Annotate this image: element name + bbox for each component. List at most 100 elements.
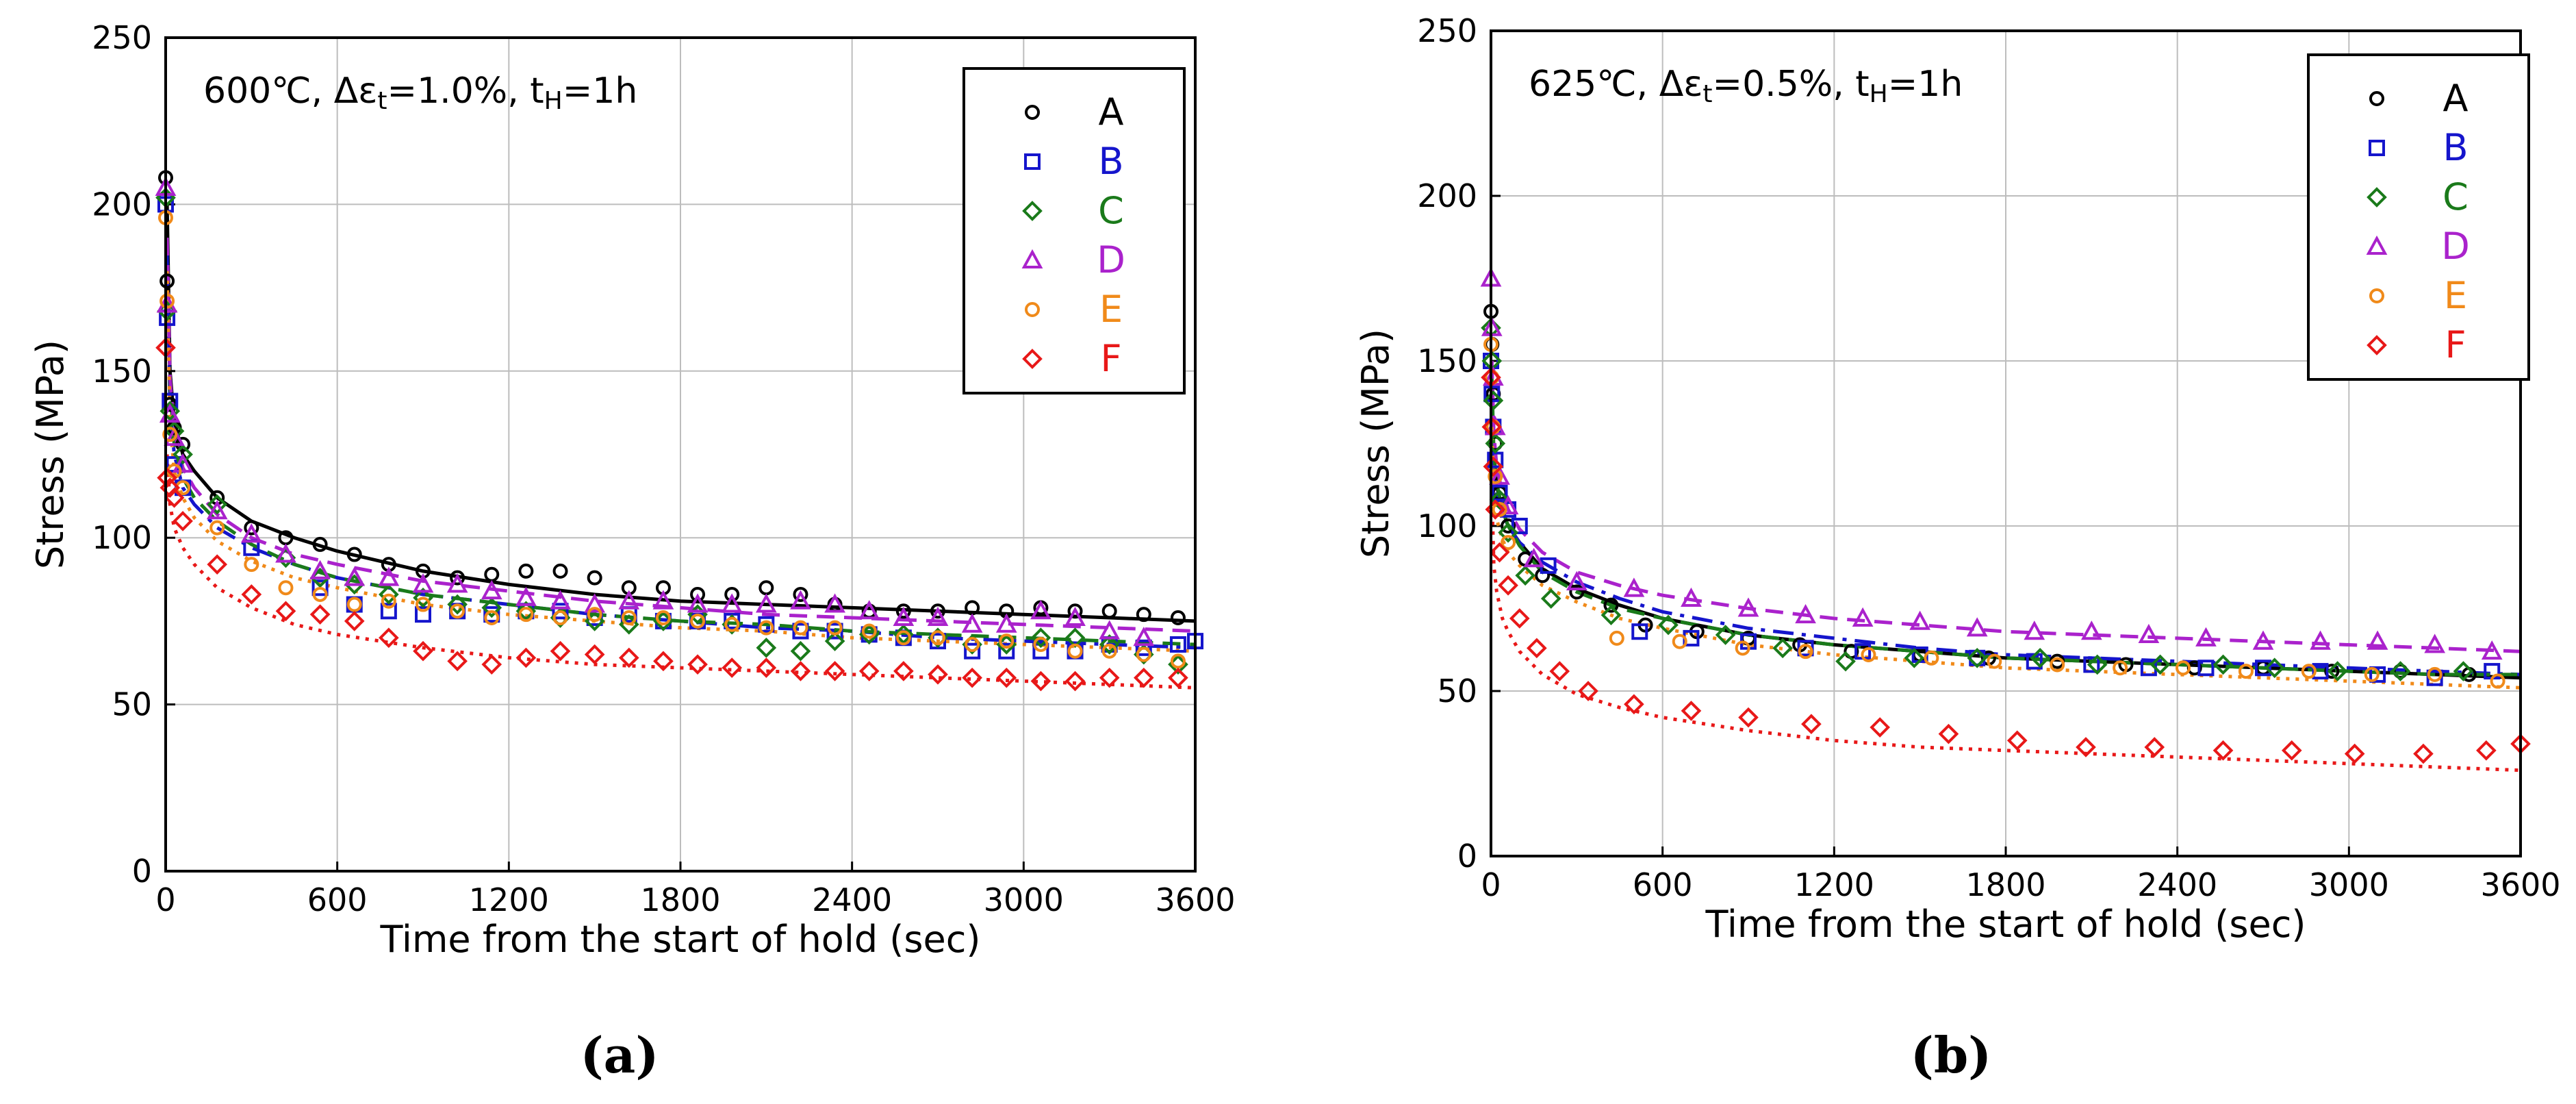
x-axis-label: Time from the start of hold (sec)	[1705, 903, 2306, 946]
data-point-A	[484, 566, 500, 582]
data-point-E	[758, 620, 774, 636]
data-point-E	[346, 597, 362, 612]
y-tick-label: 250	[1417, 12, 1477, 49]
data-point-D	[2424, 633, 2446, 653]
data-point-E	[552, 610, 568, 626]
y-axis-label: Stress (MPa)	[29, 340, 72, 569]
data-point-D	[1099, 620, 1121, 640]
data-point-F	[653, 651, 674, 672]
data-point-C	[756, 638, 777, 658]
legend-label-F: F	[2445, 323, 2466, 366]
data-point-E	[1609, 630, 1624, 646]
data-point-E	[162, 427, 178, 442]
data-point-C	[824, 631, 845, 651]
data-point-F	[2212, 740, 2234, 761]
data-point-F	[1549, 661, 1570, 681]
data-point-D	[755, 593, 777, 613]
data-point-D	[1489, 465, 1510, 485]
data-point-F	[858, 661, 880, 681]
data-point-F	[173, 511, 193, 531]
data-point-D	[1681, 587, 1702, 607]
data-point-D	[1737, 597, 1759, 617]
data-point-F	[962, 667, 982, 688]
legend-box	[962, 67, 1186, 394]
data-point-F	[1133, 667, 1154, 688]
data-point-F	[2476, 740, 2497, 761]
legend-label-A: A	[1099, 90, 1124, 134]
data-point-A	[724, 586, 740, 602]
data-point-A	[2393, 664, 2408, 679]
data-point-E	[2176, 660, 2191, 676]
legend-label-E: E	[2444, 274, 2467, 317]
data-point-F	[515, 647, 537, 668]
data-point-C	[2264, 657, 2285, 679]
data-point-D	[2252, 630, 2274, 650]
data-point-F	[157, 467, 177, 488]
data-point-E	[1798, 644, 1813, 660]
data-point-E	[209, 520, 225, 536]
data-point-E	[1861, 647, 1876, 662]
x-tick-label: 3000	[2309, 866, 2389, 903]
data-point-F	[1578, 681, 1598, 701]
data-point-F	[756, 657, 777, 678]
data-point-F	[344, 611, 365, 631]
data-point-D	[1030, 600, 1051, 620]
data-point-C	[447, 594, 468, 615]
legend-marker-B	[1024, 153, 1041, 170]
data-point-C	[1498, 522, 1518, 543]
data-point-B	[1491, 484, 1508, 501]
data-point-D	[652, 590, 674, 610]
data-point-B	[1135, 639, 1152, 656]
data-point-C	[481, 597, 502, 618]
data-point-B	[483, 606, 500, 623]
data-point-E	[1987, 653, 2002, 669]
legend-label-A: A	[2443, 77, 2469, 120]
data-point-D	[2367, 630, 2388, 650]
data-point-E	[160, 293, 175, 309]
data-point-D	[1064, 606, 1086, 627]
plot-title: 625℃, Δεt=0.5%, tH=1h	[1529, 64, 1963, 108]
chart-panel-a: 0 600 1200 1800 2400 3000 3600 0 50 100 150 200 250 6…	[29, 19, 1236, 1084]
data-point-D	[412, 573, 434, 593]
data-point-B	[792, 623, 809, 640]
data-point-D	[2080, 620, 2102, 640]
data-point-F	[928, 664, 948, 685]
data-point-D	[172, 453, 194, 473]
data-point-E	[1101, 643, 1117, 659]
data-point-A	[244, 520, 259, 536]
data-point-E	[1488, 468, 1503, 484]
legend-marker-E	[2369, 288, 2384, 303]
data-point-B	[1631, 623, 1648, 640]
x-tick-label: 1800	[1965, 866, 2045, 903]
data-point-D	[1623, 577, 1645, 597]
data-point-F	[1489, 542, 1510, 563]
data-point-B	[930, 633, 946, 650]
data-point-D	[2481, 640, 2503, 660]
data-point-A	[758, 580, 774, 596]
data-point-D	[164, 426, 185, 447]
data-point-E	[450, 603, 466, 619]
data-point-F	[309, 604, 331, 625]
data-point-A	[518, 563, 534, 579]
y-tick-label: 50	[112, 686, 152, 723]
data-point-C	[1658, 614, 1679, 636]
data-point-E	[312, 586, 328, 602]
data-point-C	[1772, 638, 1793, 659]
data-point-E	[1501, 535, 1516, 551]
data-point-F	[207, 554, 228, 575]
data-point-D	[687, 593, 709, 613]
data-point-C	[1601, 605, 1622, 625]
x-tick-label: 0	[1481, 866, 1501, 903]
data-point-B	[724, 612, 741, 629]
fit-curve-B	[165, 254, 1196, 650]
data-point-A	[793, 586, 808, 602]
data-point-C	[2390, 661, 2411, 681]
data-point-F	[1801, 714, 1822, 735]
data-point-F	[893, 661, 914, 681]
legend-marker-F	[2367, 335, 2387, 355]
data-point-B	[2312, 663, 2329, 680]
y-tick-label: 0	[1457, 838, 1477, 875]
data-point-B	[2255, 660, 2271, 677]
y-tick-label: 150	[1417, 342, 1477, 379]
